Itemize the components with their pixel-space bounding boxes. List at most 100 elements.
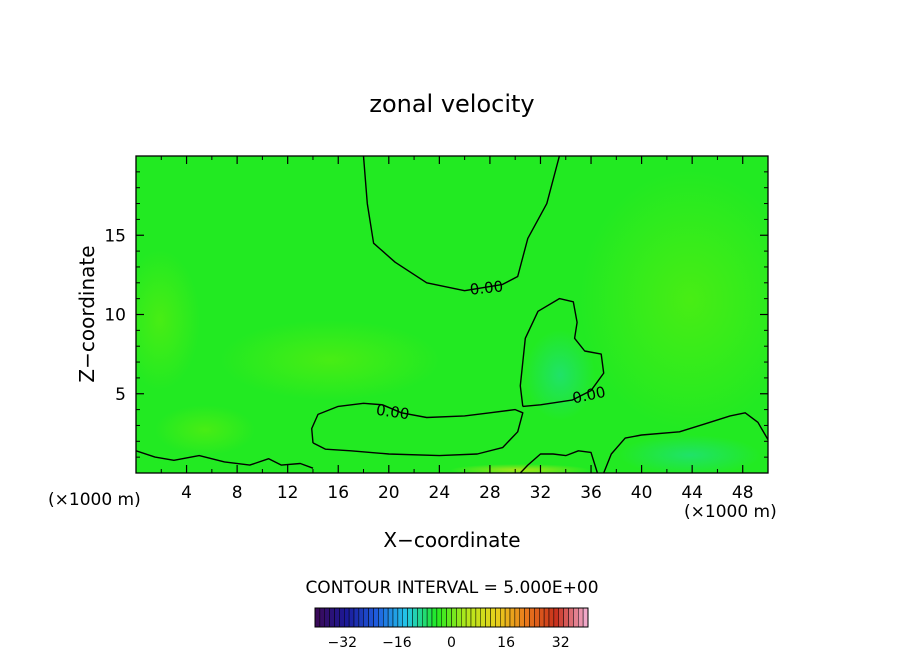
x-tick-label: 24: [429, 483, 451, 503]
colorbar-cell: [480, 607, 486, 628]
colorbar-cell: [582, 607, 589, 628]
colorbar-cell: [446, 607, 452, 628]
colorbar-cell: [426, 607, 433, 628]
colorbar-cell: [465, 607, 472, 628]
colorbar-tick-label: 32: [552, 635, 570, 651]
colorbar-cell: [543, 607, 550, 628]
colorbar-cell: [431, 607, 438, 628]
colorbar-cell: [417, 607, 423, 628]
colorbar-cell: [461, 607, 467, 628]
shade-region: [450, 464, 590, 473]
colorbar-cell: [500, 607, 506, 628]
shade-region: [620, 435, 760, 473]
x-unit-label-right: (×1000 m): [684, 502, 777, 522]
colorbar-cell: [568, 607, 574, 628]
colorbar-cell: [412, 607, 418, 628]
x-tick-label: 8: [232, 483, 243, 503]
contour-label: 0.00: [469, 277, 504, 298]
colorbar-cell: [539, 607, 545, 628]
contour-line-lower-right: [603, 412, 768, 473]
colorbar-cell: [475, 607, 481, 628]
colorbar-cell: [456, 607, 462, 628]
contour-interval-text: CONTOUR INTERVAL = 5.000E+00: [305, 578, 598, 598]
y-tick-label: 10: [104, 306, 126, 326]
contour-line-surface-right: [519, 450, 599, 473]
colorbar-cell: [524, 607, 530, 628]
colorbar-cell: [470, 607, 477, 628]
y-tick-label: 5: [115, 385, 126, 405]
y-tick-labels: 5 10 15: [104, 226, 126, 405]
x-tick-label: 20: [378, 483, 400, 503]
x-tick-label: 4: [181, 483, 192, 503]
x-tick-label: 40: [631, 483, 653, 503]
colorbar-cell: [509, 607, 516, 628]
colorbar-cell: [387, 607, 394, 628]
contour-line-surface-left: [136, 450, 314, 469]
colorbar-frame: [314, 607, 589, 628]
colorbar-cell: [558, 607, 564, 628]
colorbar-cells: [314, 607, 589, 628]
colorbar-cell: [485, 607, 491, 628]
contour-line-middle-right: [519, 297, 605, 408]
x-tick-label: 48: [732, 483, 754, 503]
x-tick-label: 32: [530, 483, 552, 503]
colorbar-cell: [553, 607, 559, 628]
x-axis-title: X−coordinate: [383, 528, 520, 552]
colorbar-cell: [353, 607, 360, 628]
contour-labels: 0.00 0.00 0.00: [375, 277, 607, 423]
colorbar-cell: [504, 607, 511, 628]
x-tick-labels: 4 8 12 16 20 24 28 32 36 40 44 48: [181, 483, 753, 503]
colorbar-tick-label: −16: [382, 635, 412, 651]
colorbar-cell: [548, 607, 555, 628]
colorbar-cell: [344, 607, 350, 628]
colorbar-cell: [319, 607, 325, 628]
colorbar-cell: [436, 607, 442, 628]
colorbar-cell: [378, 607, 384, 628]
colorbar-cell: [402, 607, 408, 628]
colorbar-cell: [490, 607, 496, 628]
contour-label: 0.00: [375, 401, 411, 423]
colorbar-cell: [578, 607, 584, 628]
y-axis-title: Z−coordinate: [75, 245, 99, 382]
colorbar-cell: [392, 607, 399, 628]
colorbar-cell: [529, 607, 535, 628]
shade-region: [136, 250, 200, 390]
colorbar-cell: [373, 607, 379, 628]
contour-line-middle-left: [311, 402, 524, 457]
colorbar-cell: [514, 607, 520, 628]
colorbar-cell: [358, 607, 364, 628]
shade-region: [525, 330, 595, 420]
x-unit-label-left: (×1000 m): [48, 490, 141, 510]
x-tick-label: 44: [681, 483, 703, 503]
colorbar-cell: [334, 607, 340, 628]
colorbar: −32 −16 0 16 32: [314, 607, 589, 651]
colorbar-cell: [451, 607, 457, 628]
colorbar-tick-label: 0: [447, 635, 456, 651]
colorbar-cell: [348, 607, 355, 628]
y-tick-label: 15: [104, 226, 126, 246]
colorbar-cell: [422, 607, 428, 628]
x-tick-label: 12: [277, 483, 299, 503]
x-tick-label: 28: [479, 483, 501, 503]
colorbar-tick-labels: −32 −16 0 16 32: [328, 635, 570, 651]
colorbar-cell: [519, 607, 525, 628]
plot-area: [135, 155, 769, 474]
colorbar-cell: [324, 607, 330, 628]
colorbar-cell: [368, 607, 374, 628]
colorbar-cell: [495, 607, 501, 628]
contour-lines: [136, 156, 768, 473]
colorbar-cell: [573, 607, 579, 628]
shade-region: [220, 320, 440, 400]
colorbar-cell: [397, 607, 403, 628]
x-tick-label: 36: [580, 483, 602, 503]
colorbar-cell: [383, 607, 389, 628]
colorbar-tick-label: 16: [497, 635, 515, 651]
contour-line-upper: [362, 156, 561, 292]
colorbar-cell: [441, 607, 447, 628]
colorbar-tick-label: −32: [328, 635, 358, 651]
x-tick-label: 16: [327, 483, 349, 503]
shade-region: [580, 170, 768, 430]
chart-title: zonal velocity: [369, 90, 534, 118]
colorbar-cell: [563, 607, 569, 628]
